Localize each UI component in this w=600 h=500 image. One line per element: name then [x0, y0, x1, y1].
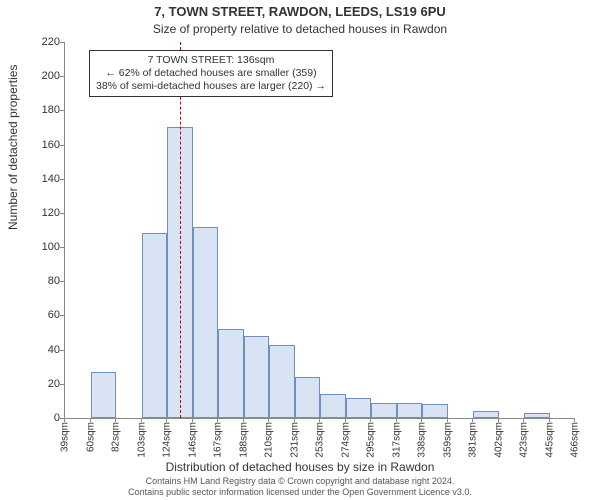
- x-tick-label: 274sqm: [340, 422, 351, 458]
- footer-line2: Contains public sector information licen…: [0, 487, 600, 498]
- y-tick-mark: [60, 145, 64, 146]
- x-tick-label: 231sqm: [289, 422, 300, 458]
- histogram-bar: [142, 233, 168, 418]
- x-tick-label: 253sqm: [315, 422, 326, 458]
- histogram-bar: [218, 329, 244, 418]
- x-tick-label: 39sqm: [60, 422, 71, 452]
- x-tick-label: 188sqm: [238, 422, 249, 458]
- x-tick-label: 146sqm: [187, 422, 198, 458]
- x-tick-label: 338sqm: [417, 422, 428, 458]
- y-tick-label: 140: [24, 173, 60, 185]
- x-tick-label: 381sqm: [468, 422, 479, 458]
- y-tick-label: 40: [24, 344, 60, 356]
- x-tick-label: 295sqm: [366, 422, 377, 458]
- footer-attribution: Contains HM Land Registry data © Crown c…: [0, 476, 600, 498]
- x-tick-label: 124sqm: [162, 422, 173, 458]
- x-tick-label: 359sqm: [442, 422, 453, 458]
- y-tick-mark: [60, 281, 64, 282]
- x-tick-label: 466sqm: [570, 422, 581, 458]
- y-tick-mark: [60, 384, 64, 385]
- reference-line: [180, 42, 181, 418]
- histogram-bar: [524, 413, 550, 418]
- y-tick-mark: [60, 315, 64, 316]
- y-tick-mark: [60, 76, 64, 77]
- y-axis-label: Number of detached properties: [6, 65, 20, 230]
- histogram-bar: [295, 377, 321, 418]
- y-tick-mark: [60, 350, 64, 351]
- histogram-bar: [91, 372, 117, 418]
- y-tick-mark: [60, 110, 64, 111]
- x-tick-label: 445sqm: [544, 422, 555, 458]
- y-tick-label: 20: [24, 378, 60, 390]
- annotation-line1: 7 TOWN STREET: 136sqm: [96, 54, 326, 67]
- footer-line1: Contains HM Land Registry data © Crown c…: [0, 476, 600, 487]
- x-tick-label: 82sqm: [111, 422, 122, 452]
- x-axis-label: Distribution of detached houses by size …: [0, 460, 600, 474]
- x-tick-label: 210sqm: [264, 422, 275, 458]
- y-tick-label: 160: [24, 139, 60, 151]
- y-tick-mark: [60, 247, 64, 248]
- y-tick-label: 100: [24, 241, 60, 253]
- y-tick-label: 180: [24, 104, 60, 116]
- histogram-bar: [269, 345, 295, 418]
- x-tick-label: 167sqm: [213, 422, 224, 458]
- histogram-bar: [320, 394, 346, 418]
- histogram-bar: [193, 227, 219, 418]
- histogram-bar: [346, 398, 372, 419]
- y-tick-label: 120: [24, 207, 60, 219]
- y-tick-label: 60: [24, 309, 60, 321]
- annotation-line3: 38% of semi-detached houses are larger (…: [96, 80, 326, 93]
- y-tick-label: 0: [24, 412, 60, 424]
- y-tick-mark: [60, 42, 64, 43]
- x-tick-label: 402sqm: [493, 422, 504, 458]
- histogram-bar: [371, 403, 397, 418]
- y-tick-label: 80: [24, 275, 60, 287]
- x-tick-label: 103sqm: [136, 422, 147, 458]
- y-tick-label: 220: [24, 36, 60, 48]
- histogram-bar: [473, 411, 499, 418]
- y-tick-mark: [60, 213, 64, 214]
- chart-title-main: 7, TOWN STREET, RAWDON, LEEDS, LS19 6PU: [0, 4, 600, 19]
- x-tick-label: 423sqm: [519, 422, 530, 458]
- x-tick-label: 317sqm: [391, 422, 402, 458]
- annotation-line2: ← 62% of detached houses are smaller (35…: [96, 67, 326, 80]
- y-tick-mark: [60, 179, 64, 180]
- chart-title-sub: Size of property relative to detached ho…: [0, 22, 600, 36]
- y-tick-label: 200: [24, 70, 60, 82]
- plot-area: 7 TOWN STREET: 136sqm← 62% of detached h…: [64, 42, 575, 419]
- histogram-bar: [397, 403, 423, 418]
- histogram-bar: [244, 336, 270, 418]
- x-tick-label: 60sqm: [85, 422, 96, 452]
- annotation-box: 7 TOWN STREET: 136sqm← 62% of detached h…: [89, 50, 333, 97]
- histogram-bar: [422, 404, 448, 418]
